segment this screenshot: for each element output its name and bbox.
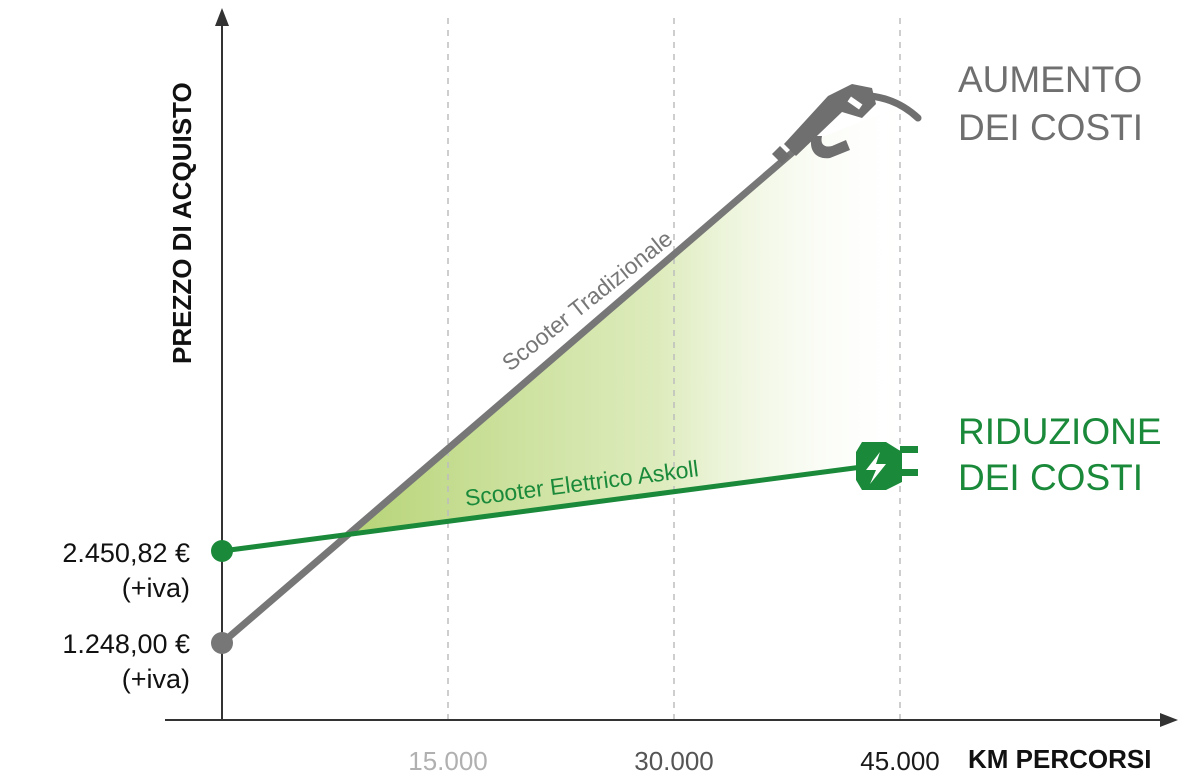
- x-tick-label-30000: 30.000: [634, 746, 714, 776]
- x-gridlines: [447, 18, 901, 720]
- annotation-riduzione-line2: DEI COSTI: [958, 457, 1143, 498]
- start-point-scooter-tradizionale: [211, 632, 233, 654]
- y-axis-title: PREZZO DI ACQUISTO: [167, 82, 197, 364]
- x-tick-label-45000: 45.000: [860, 746, 940, 776]
- start-point-scooter-elettrico: [211, 540, 233, 562]
- savings-area: [348, 100, 915, 535]
- series-line-scooter-tradizionale: [218, 142, 804, 647]
- x-tick-labels: 15.000 30.000 45.000: [408, 746, 940, 776]
- x-axis: [165, 713, 1178, 727]
- price-label-tradizionale: 1.248,00 €: [62, 629, 190, 659]
- electric-plug-icon: [856, 442, 918, 490]
- price-suffix-tradizionale: (+iva): [122, 664, 190, 694]
- y-axis-arrow-icon: [215, 8, 229, 26]
- price-label-elettrico: 2.450,82 €: [62, 538, 190, 568]
- y-axis: [215, 8, 229, 720]
- annotation-aumento-line1: AUMENTO: [958, 59, 1142, 100]
- annotation-aumento-line2: DEI COSTI: [958, 107, 1143, 148]
- x-axis-title: KM PERCORSI: [968, 744, 1151, 774]
- price-suffix-elettrico: (+iva): [122, 573, 190, 603]
- x-axis-arrow-icon: [1160, 713, 1178, 727]
- series-line-scooter-elettrico: [219, 464, 865, 554]
- annotation-riduzione-line1: RIDUZIONE: [958, 411, 1162, 452]
- fuel-nozzle-icon: [772, 84, 922, 164]
- x-tick-label-15000: 15.000: [408, 746, 488, 776]
